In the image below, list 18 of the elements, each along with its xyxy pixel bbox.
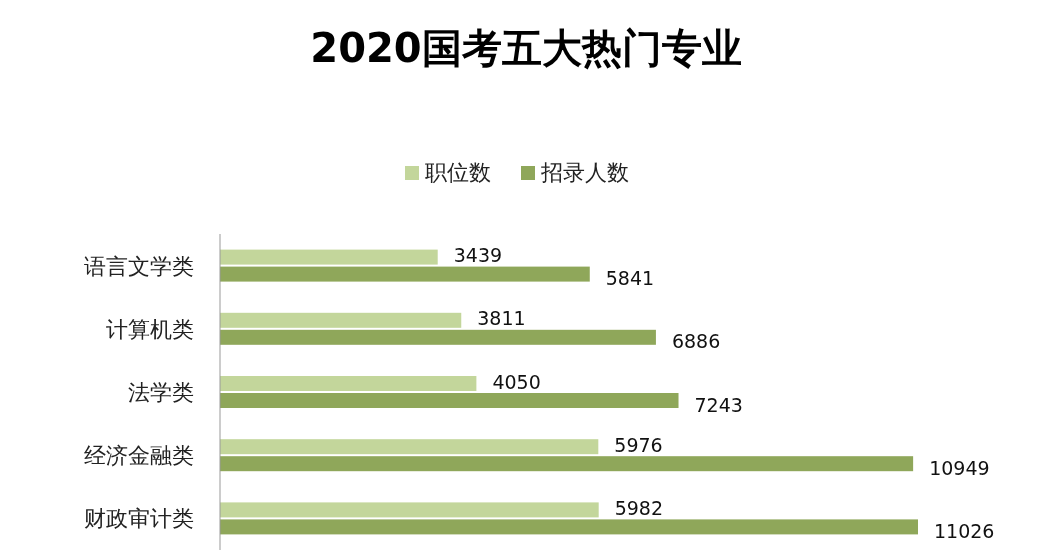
data-label: 5976: [614, 433, 663, 456]
data-label: 11026: [934, 519, 995, 542]
category-label: 语言文学类: [84, 253, 194, 279]
legend-label: 招录人数: [540, 160, 629, 185]
legend-label: 职位数: [425, 160, 491, 185]
data-label: 7243: [694, 393, 743, 416]
category-label: 法学类: [128, 380, 194, 405]
category-label: 计算机类: [106, 316, 194, 342]
title: 2020国考五大热门专业: [310, 25, 742, 71]
data-label: 5841: [605, 267, 655, 290]
data-label: 10949: [929, 456, 990, 479]
category-label: 财政审计类: [84, 506, 194, 532]
category-label: 经济金融类: [84, 443, 194, 469]
data-label: 4050: [492, 370, 541, 393]
data-label: 3811: [477, 307, 526, 330]
data-label: 5982: [614, 496, 664, 519]
data-label: 6886: [671, 330, 721, 353]
data-label: 3439: [453, 244, 503, 267]
